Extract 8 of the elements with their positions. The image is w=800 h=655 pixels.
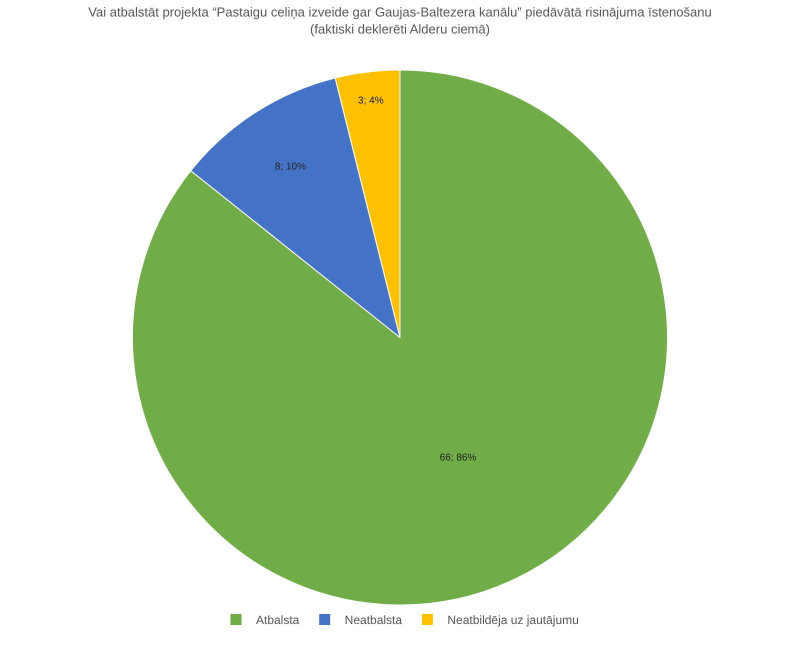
data-label: 8; 10%: [274, 162, 306, 173]
legend-label: Neatbildēja uz jautājumu: [447, 613, 579, 628]
pie-slice: [132, 70, 668, 605]
legend-label: Neatbalsta: [344, 613, 402, 628]
data-label: 66; 86%: [440, 452, 476, 464]
data-label: 3; 4%: [358, 95, 384, 106]
legend-label: Atbalsta: [256, 613, 300, 628]
chart-title: Vai atbalstāt projekta “Pastaigu celiņa izveide gar Gaujas-Baltezera kanālu” piedāvātā risinājuma īstenošanu (faktiski deklerēti Alderu ciemā): [88, 4, 712, 36]
